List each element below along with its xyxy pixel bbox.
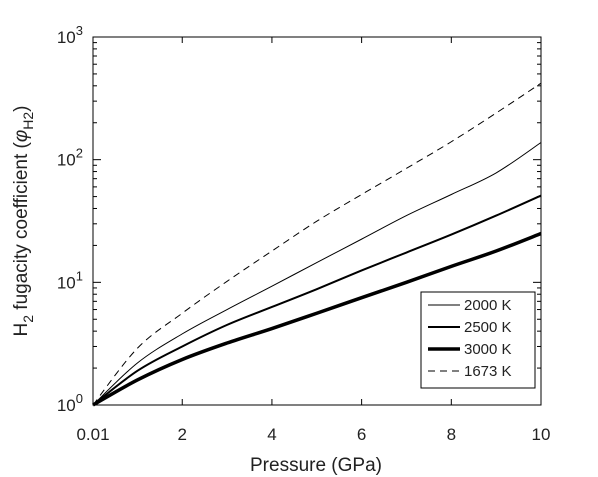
series-line-2000-k (92, 142, 542, 406)
x-tick-label: 10 (532, 425, 551, 444)
x-tick-labels: 0.01 2 4 6 8 10 (76, 425, 550, 444)
y-tick-label: 101 (57, 268, 83, 292)
legend-box (420, 291, 536, 389)
y-tick-label: 100 (57, 391, 83, 415)
y-axis-label-symbol-sub: H2 (20, 112, 36, 130)
y-axis-label-base-sub: 2 (20, 315, 36, 323)
legend: 2000 K 2500 K 3000 K 1673 K (420, 291, 536, 389)
y-tick-label: 103 (57, 23, 83, 47)
plot-frame (92, 36, 542, 406)
y-tick-labels: 100 101 102 103 (57, 23, 83, 415)
y-axis-label-base: H (11, 323, 32, 337)
x-tick-label: 0.01 (76, 425, 109, 444)
legend-label-1673-k: 1673 K (464, 363, 512, 380)
legend-label-3000-k: 3000 K (464, 341, 512, 358)
x-tick-label: 4 (267, 425, 276, 444)
x-tick-label: 6 (357, 425, 366, 444)
y-axis-label-text: fugacity coefficient ( (11, 141, 32, 315)
x-tick-label: 8 (447, 425, 456, 444)
y-axis-label: H2 fugacity coefficient (φH2) (11, 105, 36, 336)
ticks-layer (92, 36, 542, 406)
legend-label-2000-k: 2000 K (464, 297, 512, 314)
series-line-2500-k (92, 194, 542, 406)
x-axis-label: Pressure (GPa) (250, 455, 382, 476)
y-axis-label-close: ) (11, 105, 32, 111)
y-axis-label-symbol: φ (11, 130, 32, 142)
series-line-3000-k (92, 231, 542, 407)
y-tick-label: 102 (57, 146, 83, 170)
series-layer (92, 82, 542, 407)
series-line-1673-k (92, 82, 542, 406)
legend-label-2500-k: 2500 K (464, 319, 512, 336)
legend-items: 2000 K 2500 K 3000 K 1673 K (428, 297, 512, 380)
x-tick-label: 2 (178, 425, 187, 444)
